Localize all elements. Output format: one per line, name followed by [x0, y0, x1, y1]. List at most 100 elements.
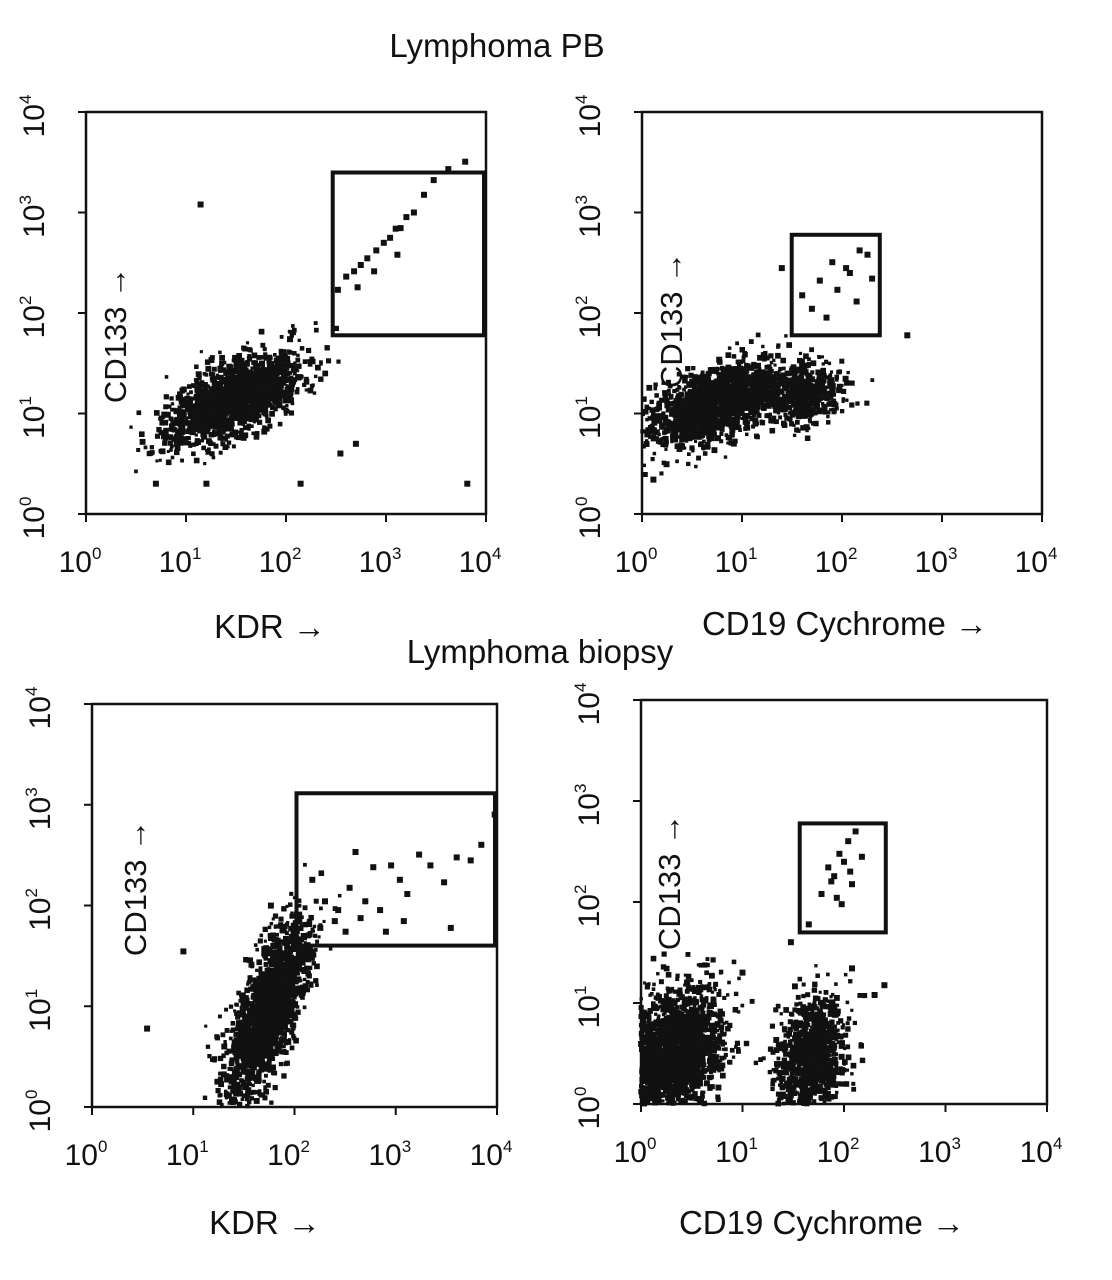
event-dot — [794, 382, 801, 389]
event-dot — [805, 405, 810, 411]
event-dot — [729, 373, 734, 378]
event-dot — [290, 929, 297, 935]
event-dot — [753, 370, 759, 376]
event-dot — [183, 418, 189, 424]
event-dot — [266, 360, 271, 365]
event-dot — [306, 347, 312, 354]
event-dot — [182, 413, 187, 419]
event-dot — [314, 374, 318, 379]
section-title-pb: Lymphoma PB — [389, 27, 604, 64]
event-dot — [642, 472, 648, 477]
event-dot — [664, 397, 669, 402]
event-dot — [259, 378, 263, 383]
event-dot — [237, 357, 243, 363]
event-dot — [223, 1043, 228, 1047]
event-dot — [656, 418, 663, 424]
event-dot — [682, 410, 689, 417]
event-dot — [292, 351, 297, 356]
event-dot — [194, 386, 201, 393]
event-dot — [777, 397, 781, 401]
event-dot — [265, 374, 270, 380]
event-dot — [239, 428, 244, 433]
event-dot — [644, 430, 650, 436]
event-dot — [253, 373, 260, 379]
event-dot — [653, 413, 660, 419]
event-dot — [227, 423, 231, 428]
event-dot — [205, 397, 212, 404]
event-dot — [303, 941, 307, 945]
event-dot — [781, 420, 787, 427]
event-dot — [250, 1069, 256, 1075]
event-dot — [237, 372, 243, 379]
event-dot — [292, 371, 297, 376]
event-dot — [283, 1035, 287, 1039]
event-dot — [324, 345, 330, 351]
event-dot — [274, 374, 279, 379]
event-dot — [653, 382, 658, 387]
event-dot — [758, 399, 765, 405]
event-dot — [725, 352, 732, 358]
event-dot — [160, 433, 167, 440]
event-dot — [280, 939, 284, 943]
event-dot — [692, 374, 698, 380]
event-dot — [149, 445, 154, 450]
event-dot — [267, 423, 273, 429]
gate-rectangle — [330, 170, 486, 338]
event-dot — [303, 977, 307, 982]
event-dot — [844, 380, 850, 386]
event-dot — [159, 420, 165, 426]
event-dot — [802, 400, 807, 405]
event-dot — [204, 372, 209, 377]
event-dot — [250, 366, 254, 370]
event-dot — [239, 1008, 246, 1015]
event-dot — [783, 412, 788, 417]
event-dot — [245, 341, 250, 345]
event-dot — [310, 927, 315, 932]
event-dot — [224, 433, 230, 439]
event-dot — [810, 406, 816, 413]
event-dot — [695, 385, 700, 391]
event-dot — [215, 426, 219, 430]
event-dot — [253, 367, 259, 373]
event-dot — [305, 979, 310, 984]
event-dot — [279, 359, 284, 365]
event-dot — [828, 400, 834, 406]
event-dot — [294, 980, 299, 985]
event-dot — [256, 975, 262, 981]
event-dot — [263, 355, 268, 360]
event-dot — [655, 438, 662, 444]
event-dot — [188, 427, 194, 434]
event-dot — [209, 415, 213, 419]
event-dot — [826, 402, 830, 406]
event-dot — [715, 425, 721, 431]
event-point — [869, 275, 876, 282]
event-dot — [748, 389, 753, 393]
event-dot — [769, 427, 776, 434]
event-dot — [262, 347, 267, 352]
event-dot — [683, 419, 687, 423]
event-dot — [818, 356, 822, 359]
event-dot — [202, 445, 206, 450]
event-dot — [799, 408, 804, 413]
event-dot — [735, 341, 739, 346]
event-dot — [706, 437, 712, 443]
x-tick-label: 102 — [259, 544, 302, 579]
event-dot — [686, 461, 691, 467]
event-dot — [652, 433, 656, 438]
event-dot — [782, 405, 788, 411]
event-dot — [184, 436, 189, 441]
event-dot — [288, 902, 293, 907]
event-dot — [296, 353, 300, 358]
event-dot — [242, 425, 248, 431]
event-dot — [232, 388, 236, 392]
event-dot — [239, 360, 243, 365]
event-dot — [656, 401, 662, 408]
event-dot — [269, 411, 275, 417]
event-dot — [828, 408, 832, 412]
event-dot — [745, 395, 751, 400]
event-dot — [766, 364, 772, 369]
event-dot — [285, 393, 290, 399]
event-dot — [756, 412, 762, 418]
event-dot — [789, 412, 795, 417]
event-dot — [772, 381, 777, 386]
